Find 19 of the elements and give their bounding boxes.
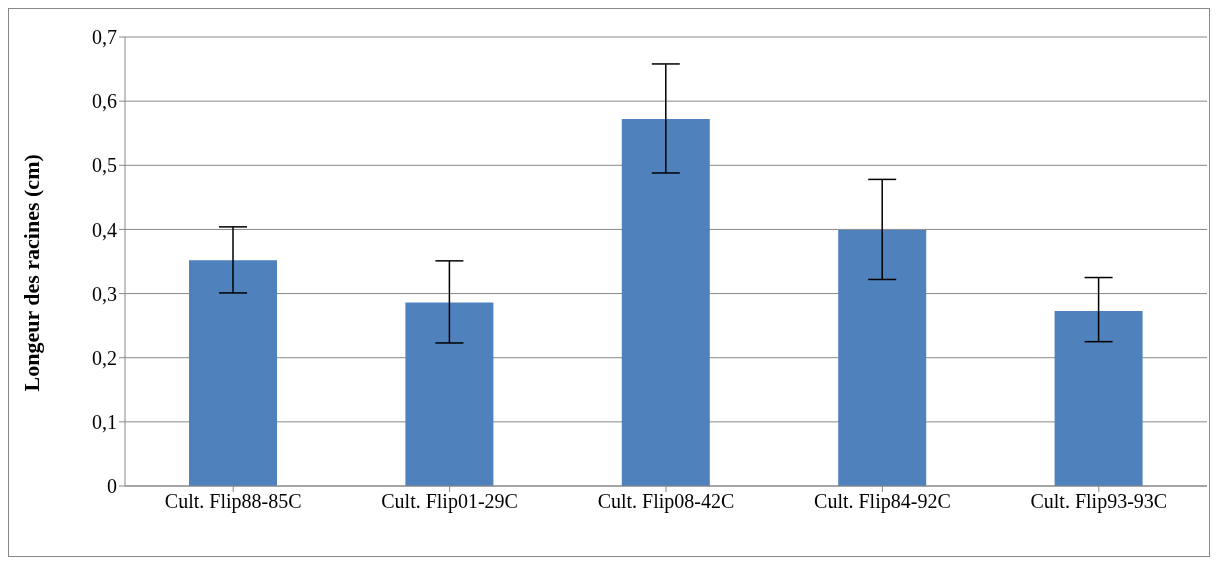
bar [405, 302, 494, 486]
bar [838, 230, 927, 486]
bar [1054, 310, 1143, 486]
y-tick-label: 0,2 [92, 346, 117, 369]
y-axis-title: Longeur des racines (cm) [18, 154, 44, 392]
x-tick-label: Cult. Flip01-29C [381, 490, 518, 514]
y-tick-label: 0,6 [92, 90, 117, 113]
x-tick-label: Cult. Flip08-42C [597, 490, 735, 514]
x-tick-label: Cult. Flip84-92C [814, 490, 951, 514]
x-tick-label: Cult. Flip88-85C [164, 490, 302, 514]
y-tick-label: 0,1 [92, 410, 117, 433]
y-tick-label: 0,7 [92, 26, 117, 49]
y-tick-label: 0,5 [92, 154, 117, 177]
y-tick-label: 0 [107, 475, 117, 498]
y-tick-label: 0,3 [92, 282, 117, 305]
bar [189, 260, 277, 486]
bar [621, 119, 710, 486]
x-tick-label: Cult. Flip93-93C [1030, 490, 1168, 514]
y-tick-label: 0,4 [92, 218, 117, 241]
